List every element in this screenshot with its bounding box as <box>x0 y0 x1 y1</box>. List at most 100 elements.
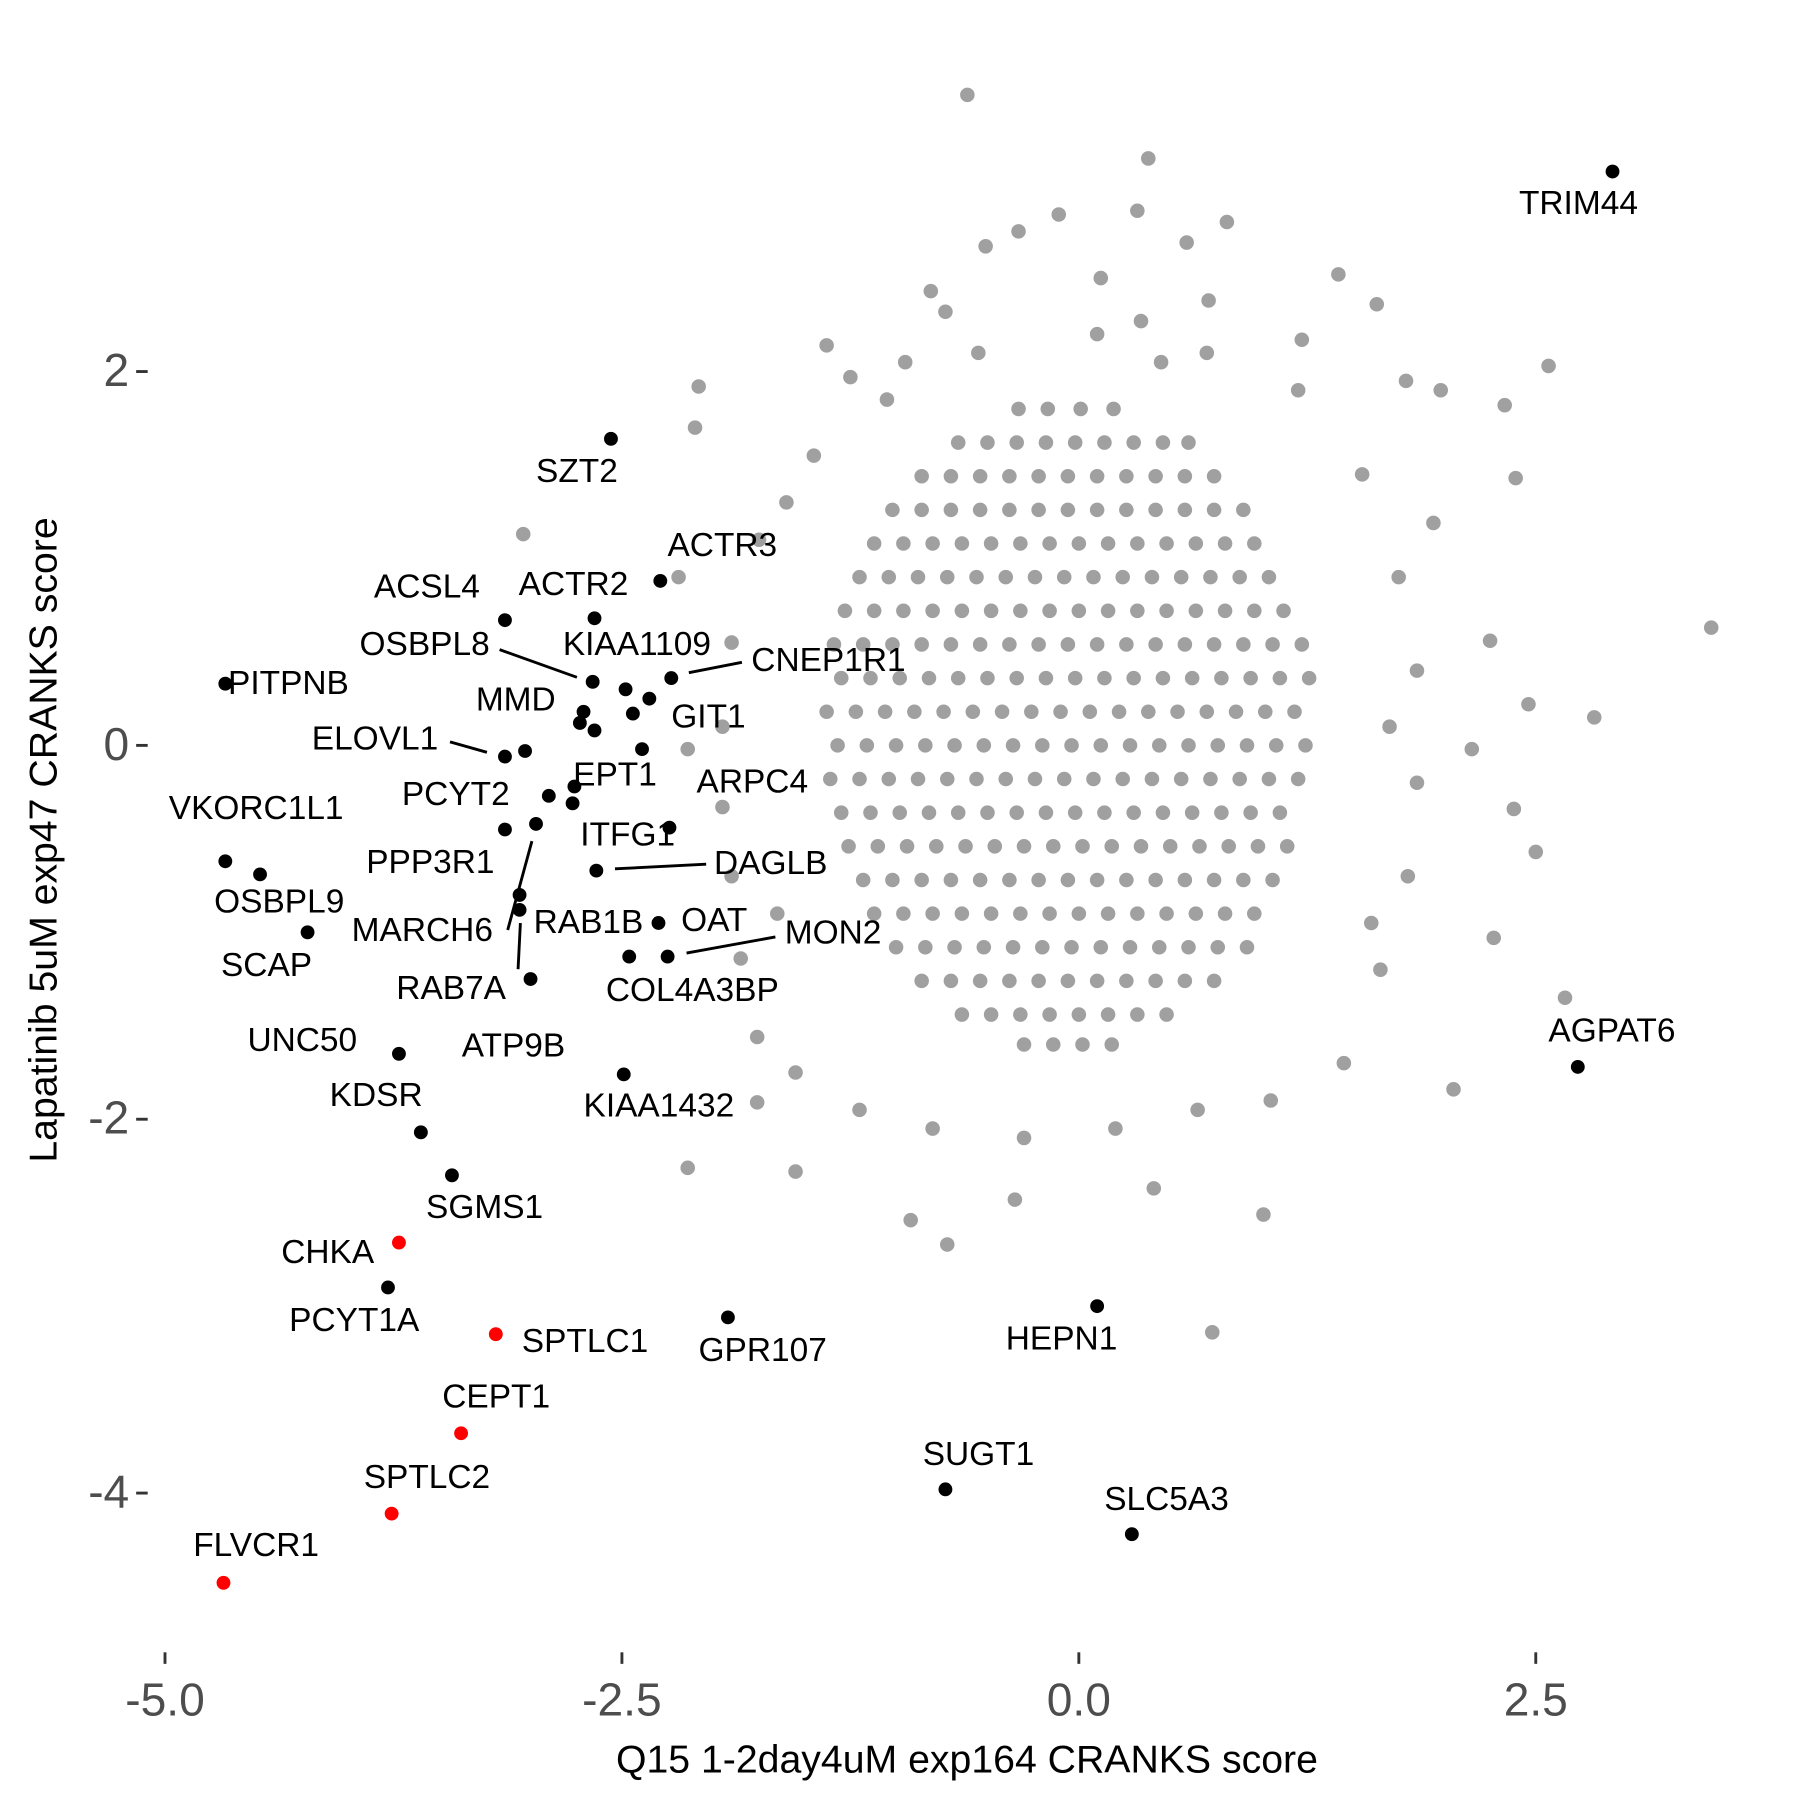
point <box>1146 1181 1162 1196</box>
point-label: AGPAT6 <box>1548 1013 1675 1050</box>
point <box>1100 536 1116 551</box>
point <box>1130 906 1145 921</box>
point <box>1250 839 1266 854</box>
point <box>1228 704 1244 720</box>
point <box>896 536 911 551</box>
point <box>1011 224 1026 239</box>
point <box>843 369 858 385</box>
point <box>218 676 233 691</box>
point <box>1060 468 1076 484</box>
point <box>1126 435 1141 450</box>
point <box>1206 637 1222 652</box>
point-label: TRIM44 <box>1519 185 1638 222</box>
point <box>1093 738 1109 753</box>
point <box>965 704 981 720</box>
point-label: GPR107 <box>699 1332 827 1369</box>
point <box>1398 373 1414 389</box>
point-group <box>515 87 1719 1340</box>
point <box>950 670 966 686</box>
point <box>943 502 959 518</box>
point <box>1508 470 1523 486</box>
point <box>910 569 926 585</box>
point <box>1148 872 1163 888</box>
point <box>1294 637 1310 652</box>
point <box>1042 536 1057 551</box>
point <box>987 839 1003 854</box>
point <box>642 691 657 706</box>
point <box>1243 805 1258 820</box>
point <box>585 674 600 689</box>
point <box>1219 214 1235 230</box>
leader-line <box>449 740 488 754</box>
point <box>1268 738 1284 753</box>
point <box>1027 771 1043 787</box>
point <box>881 569 897 585</box>
x-tick-label: -2.5 <box>582 1673 662 1725</box>
point <box>921 670 937 686</box>
point <box>866 603 882 619</box>
point <box>1056 569 1072 585</box>
point <box>925 603 940 619</box>
point <box>1056 771 1072 787</box>
point <box>976 738 992 753</box>
point <box>1276 603 1291 619</box>
point <box>1192 839 1207 854</box>
point <box>943 637 959 652</box>
point <box>587 611 602 626</box>
point <box>1082 704 1098 720</box>
point <box>1013 1007 1028 1022</box>
point-label: OSBPL8 <box>360 626 490 663</box>
point <box>788 1065 803 1080</box>
point <box>1331 267 1346 282</box>
point <box>660 949 675 964</box>
point-label: KDSR <box>330 1077 423 1114</box>
point <box>587 723 602 738</box>
point-label: HEPN1 <box>1006 1321 1118 1358</box>
point <box>1119 637 1134 652</box>
point <box>604 431 618 446</box>
point <box>1236 872 1251 888</box>
point-label: SZT2 <box>536 453 618 490</box>
point <box>806 448 822 463</box>
point <box>1148 502 1163 518</box>
point <box>980 435 995 450</box>
point <box>954 1007 970 1022</box>
point <box>1122 738 1138 753</box>
point <box>1100 603 1116 619</box>
point <box>833 805 849 820</box>
point <box>1130 203 1145 219</box>
point <box>572 716 587 730</box>
point <box>1075 1037 1090 1052</box>
point-label: PCYT2 <box>402 776 510 813</box>
point <box>1541 358 1556 374</box>
point <box>392 1046 406 1061</box>
point <box>498 822 512 837</box>
point <box>635 742 649 757</box>
point <box>859 738 875 753</box>
point <box>896 906 911 921</box>
point <box>1060 637 1076 652</box>
point <box>1261 771 1277 787</box>
point-label: PITPNB <box>228 665 349 702</box>
point <box>1031 468 1046 484</box>
point <box>751 532 767 548</box>
point <box>1369 296 1385 312</box>
point <box>1013 536 1028 551</box>
point <box>671 569 686 585</box>
point <box>1067 670 1083 686</box>
point <box>972 502 988 518</box>
point <box>1115 771 1130 787</box>
point <box>529 816 543 831</box>
point <box>1294 332 1310 348</box>
point-label: SPTLC2 <box>364 1459 490 1496</box>
point-label: PPP3R1 <box>366 844 494 881</box>
point <box>976 939 992 955</box>
point <box>950 435 966 450</box>
point <box>1002 637 1017 652</box>
point <box>541 788 556 803</box>
point <box>1042 906 1057 921</box>
point <box>1040 401 1056 417</box>
point <box>1016 1037 1032 1052</box>
point <box>1119 502 1134 518</box>
